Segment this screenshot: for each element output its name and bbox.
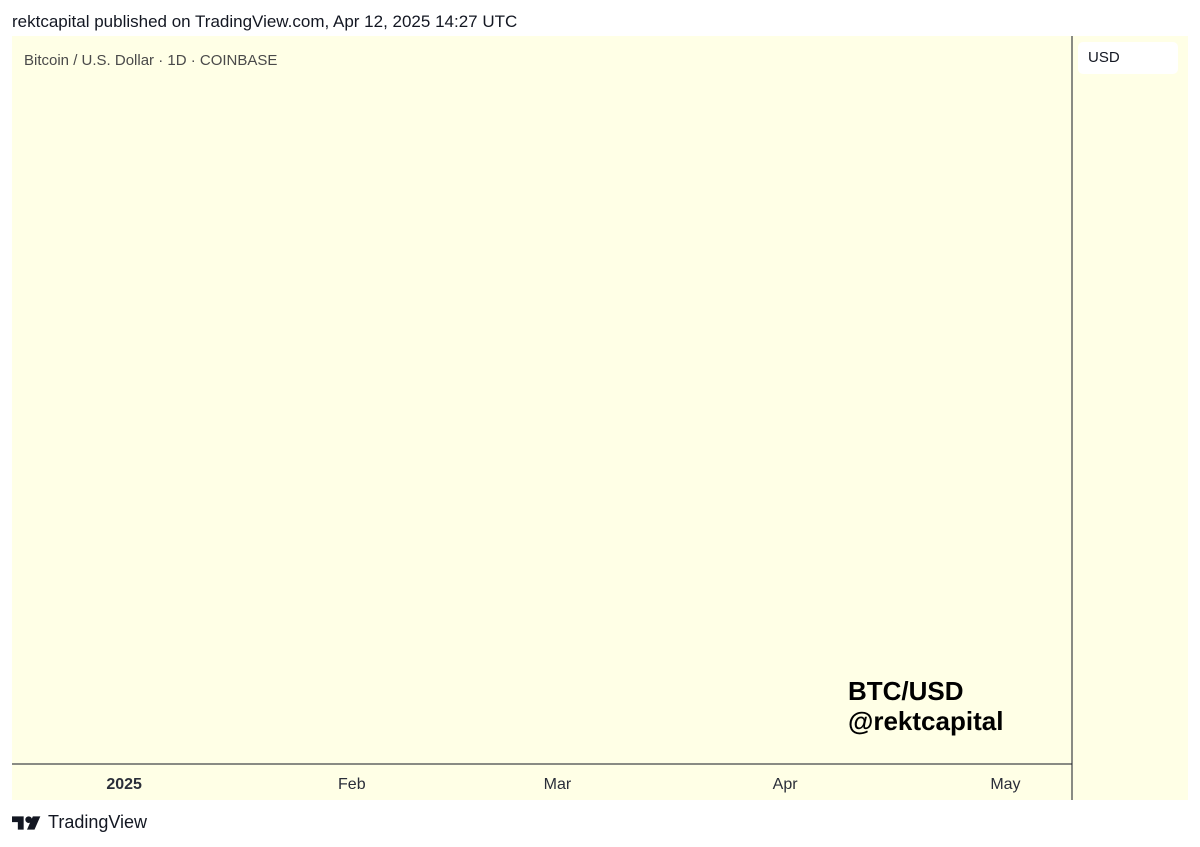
symbol-title: Bitcoin / U.S. Dollar · 1D · COINBASE <box>24 52 278 69</box>
x-tick-label: May <box>990 776 1020 793</box>
x-tick-label: Apr <box>773 776 799 793</box>
watermark-text: BTC/USD @rektcapital <box>848 676 1003 736</box>
currency-button[interactable]: USD <box>1078 42 1178 74</box>
chart-area[interactable] <box>12 36 1188 800</box>
tradingview-brand[interactable]: TradingView <box>12 812 147 833</box>
x-tick-label: 2025 <box>106 776 142 793</box>
tradingview-logo-icon <box>12 815 41 830</box>
watermark-line-1: BTC/USD <box>848 676 964 706</box>
publish-info: rektcapital published on TradingView.com… <box>12 12 518 31</box>
x-tick-label: Mar <box>544 776 572 793</box>
x-tick-label: Feb <box>338 776 366 793</box>
watermark-line-2: @rektcapital <box>848 706 1004 736</box>
brand-name: TradingView <box>48 812 148 832</box>
